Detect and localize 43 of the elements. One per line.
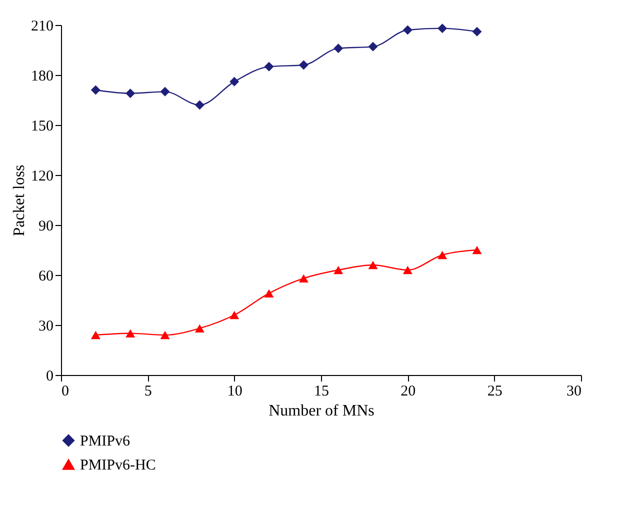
point [402, 25, 412, 35]
point [194, 100, 204, 110]
point [160, 86, 170, 96]
point [438, 250, 448, 260]
y-tick-label: 90 [38, 218, 54, 234]
x-axis-title: Number of MNs [268, 402, 374, 420]
x-tick-label: 0 [62, 384, 69, 400]
legend-label: PMIPv6-HC [80, 458, 156, 474]
point [472, 246, 482, 254]
y-tick-label: 0 [46, 368, 54, 384]
point [368, 260, 378, 270]
point [334, 44, 344, 54]
y-tick-label: 60 [38, 268, 54, 284]
y-axis-title: Packet loss [11, 164, 28, 236]
x-tick-label: 5 [144, 384, 152, 400]
point [368, 42, 378, 52]
point [298, 274, 308, 282]
point [126, 329, 136, 338]
legend-label: PMIPv6 [80, 434, 131, 450]
y-tick-label: 120 [31, 168, 54, 184]
point [438, 24, 448, 34]
x-tick-label: 15 [314, 384, 329, 400]
y-tick-label: 210 [31, 18, 54, 34]
y-tick-label: 180 [31, 68, 54, 84]
point [264, 289, 274, 298]
point [334, 266, 344, 274]
x-tick-label: 20 [400, 384, 416, 400]
point [472, 26, 482, 36]
point [230, 76, 240, 86]
x-tick-label: 25 [487, 384, 502, 400]
point [230, 310, 240, 320]
point [298, 60, 308, 70]
y-tick-label: 150 [31, 118, 54, 134]
point [160, 330, 170, 340]
point [90, 85, 100, 95]
x-tick-label: 10 [227, 384, 242, 400]
point [402, 266, 412, 274]
x-tick-label: 30 [566, 384, 582, 400]
point [194, 324, 204, 332]
point [90, 330, 100, 340]
y-tick-label: 30 [38, 318, 54, 334]
point [264, 62, 274, 72]
point [126, 88, 136, 98]
